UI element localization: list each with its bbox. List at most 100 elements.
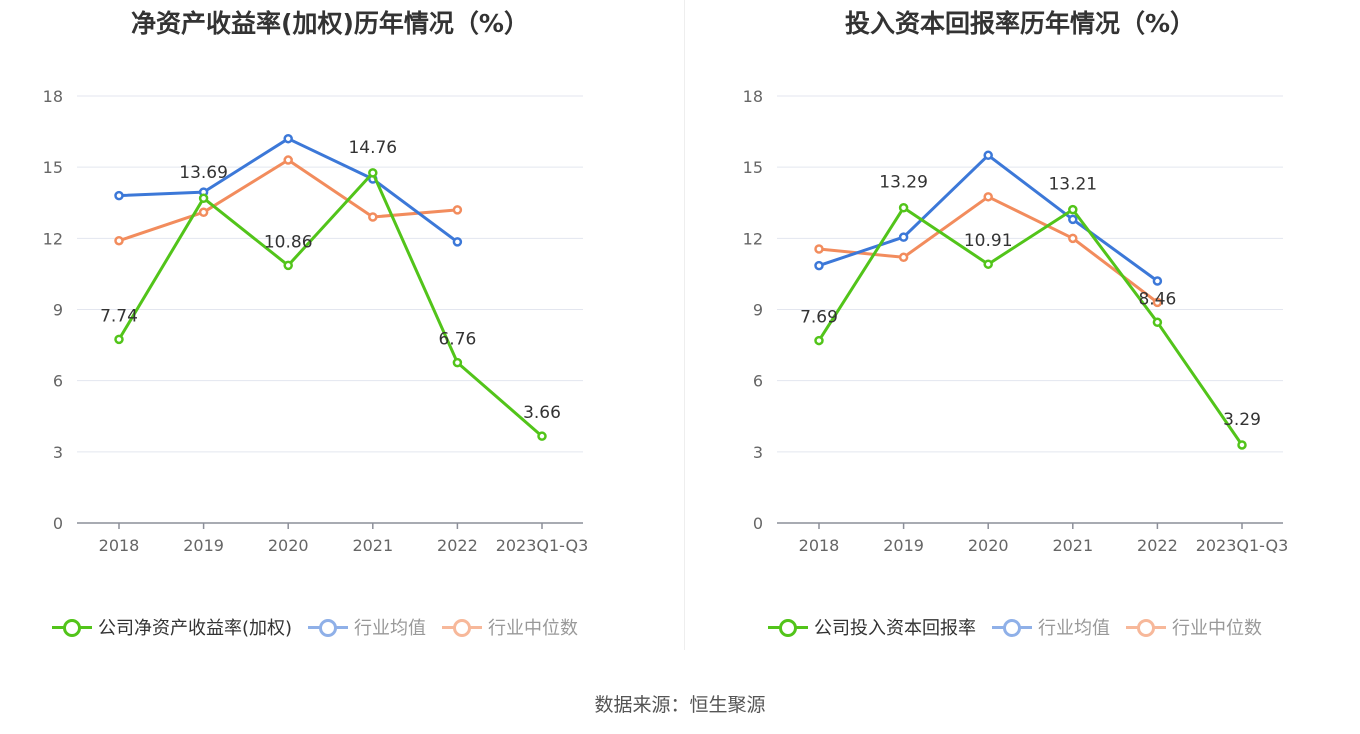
data-point: [198, 193, 209, 203]
data-point: [283, 260, 293, 271]
y-tick-label: 12: [743, 229, 763, 248]
data-label: 14.76: [348, 138, 397, 158]
data-point: [452, 357, 463, 368]
data-point: [898, 252, 909, 263]
data-point: [114, 334, 124, 345]
legend-item[interactable]: 行业均值: [992, 614, 1110, 640]
x-tick-label: 2022: [1137, 536, 1178, 555]
data-label: 3.29: [1223, 410, 1261, 430]
data-point: [1152, 317, 1163, 328]
data-label: 8.46: [1138, 289, 1176, 309]
legend-marker-icon: [1126, 617, 1166, 637]
data-point: [814, 244, 824, 254]
y-tick-label: 9: [753, 301, 763, 320]
y-tick-label: 0: [753, 514, 763, 533]
legend-item[interactable]: 行业均值: [308, 614, 426, 640]
chart-legend: 公司投入资本回报率 行业均值 行业中位数: [768, 612, 1278, 642]
y-tick-label: 6: [753, 372, 763, 391]
x-tick-label: 2023Q1-Q3: [496, 536, 589, 555]
data-point: [814, 335, 824, 346]
roe-line-chart: 0 3 6 9 12 15 18 2018 2019 2020 2021 2022 2023Q1-Q3 7…: [43, 87, 589, 555]
chart-legend: 公司净资产收益率(加权) 行业均值 行业中位数: [52, 612, 594, 642]
y-tick-label: 15: [43, 158, 63, 177]
data-point: [283, 133, 293, 144]
data-label: 6.76: [438, 330, 476, 350]
chart-title: 投入资本回报率历年情况（%）: [844, 9, 1196, 38]
roic-line-chart: 0 3 6 9 12 15 18 2018 2019 2020 2021 2022 2023Q1-Q3 7…: [743, 87, 1289, 555]
y-tick-label: 15: [743, 158, 763, 177]
data-point: [1237, 440, 1247, 450]
legend-marker-icon: [308, 617, 349, 637]
x-tick-label: 2021: [1052, 536, 1093, 555]
legend-item[interactable]: 公司净资产收益率(加权): [52, 614, 292, 640]
x-tick-label: 2021: [352, 536, 393, 555]
y-tick-label: 6: [53, 372, 63, 391]
series-line: [817, 206, 1244, 446]
x-tick-label: 2020: [968, 536, 1009, 555]
data-point: [1068, 214, 1078, 225]
roe-chart-panel: 净资产收益率(加权)历年情况（%） 0 3 6 9 12 15 18 2018 2019 2020…: [0, 0, 680, 660]
data-point: [898, 202, 909, 213]
legend-label: 公司投入资本回报率: [814, 618, 976, 639]
data-label: 10.91: [964, 231, 1013, 251]
legend-label: 行业中位数: [488, 618, 579, 639]
data-point: [114, 235, 124, 246]
data-point: [814, 260, 824, 271]
x-tick-label: 2020: [268, 536, 309, 555]
panel-divider: [684, 0, 685, 650]
x-tick-label: 2018: [99, 536, 140, 555]
data-point: [1068, 204, 1078, 215]
data-label: 7.69: [800, 308, 838, 328]
legend-marker-icon: [768, 617, 808, 637]
legend-item[interactable]: 行业中位数: [1126, 614, 1262, 640]
x-tick-label: 2022: [437, 536, 478, 555]
y-tick-label: 3: [53, 443, 63, 462]
y-tick-label: 0: [53, 514, 63, 533]
legend-label: 行业均值: [1038, 618, 1110, 639]
y-tick-label: 12: [43, 229, 63, 248]
series-line: [117, 171, 543, 438]
x-tick-label: 2018: [799, 536, 840, 555]
chart-title: 净资产收益率(加权)历年情况（%）: [131, 9, 529, 38]
data-point: [368, 212, 378, 222]
data-label: 13.69: [179, 163, 228, 183]
data-point: [1152, 276, 1163, 286]
legend-marker-icon: [442, 617, 483, 637]
y-tick-label: 18: [743, 87, 763, 106]
data-point: [983, 192, 993, 202]
legend-item[interactable]: 行业中位数: [442, 614, 578, 640]
roic-chart-panel: 投入资本回报率历年情况（%） 0 3 6 9 12 15 18 2018 2019 2020 202…: [700, 0, 1360, 660]
data-point: [198, 207, 209, 217]
x-tick-label: 2023Q1-Q3: [1196, 536, 1289, 555]
data-point: [114, 190, 124, 201]
data-label: 13.29: [879, 173, 928, 193]
legend-label: 行业均值: [354, 618, 427, 639]
data-point: [283, 155, 293, 165]
legend-marker-icon: [992, 617, 1032, 637]
legend-item[interactable]: 公司投入资本回报率: [768, 614, 976, 640]
data-point: [983, 150, 993, 161]
data-point: [1152, 297, 1163, 308]
y-tick-label: 3: [753, 443, 763, 462]
legend-marker-icon: [52, 617, 92, 637]
data-source-footer: 数据来源：恒生聚源: [594, 694, 766, 716]
data-point: [898, 232, 909, 242]
data-label: 7.74: [100, 306, 138, 326]
data-label: 3.66: [523, 403, 561, 423]
data-label: 10.86: [264, 232, 313, 252]
data-point: [1068, 233, 1078, 244]
data-label: 13.21: [1048, 175, 1097, 195]
data-point: [452, 205, 463, 215]
data-point: [452, 237, 463, 247]
series-line: [118, 137, 459, 244]
y-tick-label: 9: [53, 301, 63, 320]
x-tick-label: 2019: [883, 536, 924, 555]
y-tick-label: 18: [43, 87, 63, 106]
data-point: [537, 431, 547, 441]
x-tick-label: 2019: [183, 536, 224, 555]
data-point: [983, 259, 993, 269]
data-point: [368, 168, 378, 178]
series-line: [118, 158, 458, 243]
legend-label: 行业中位数: [1172, 618, 1262, 639]
legend-label: 公司净资产收益率(加权): [98, 618, 293, 639]
